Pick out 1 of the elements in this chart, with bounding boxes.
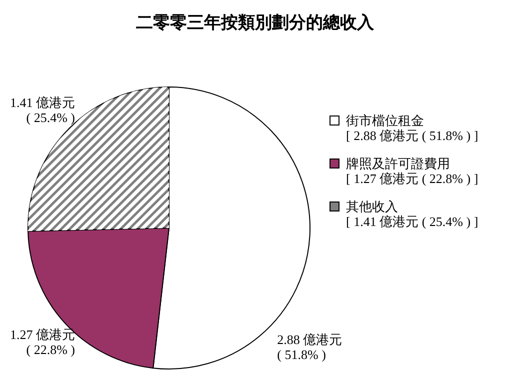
title: 二零零三年按類別劃分的總收入 (136, 13, 374, 32)
